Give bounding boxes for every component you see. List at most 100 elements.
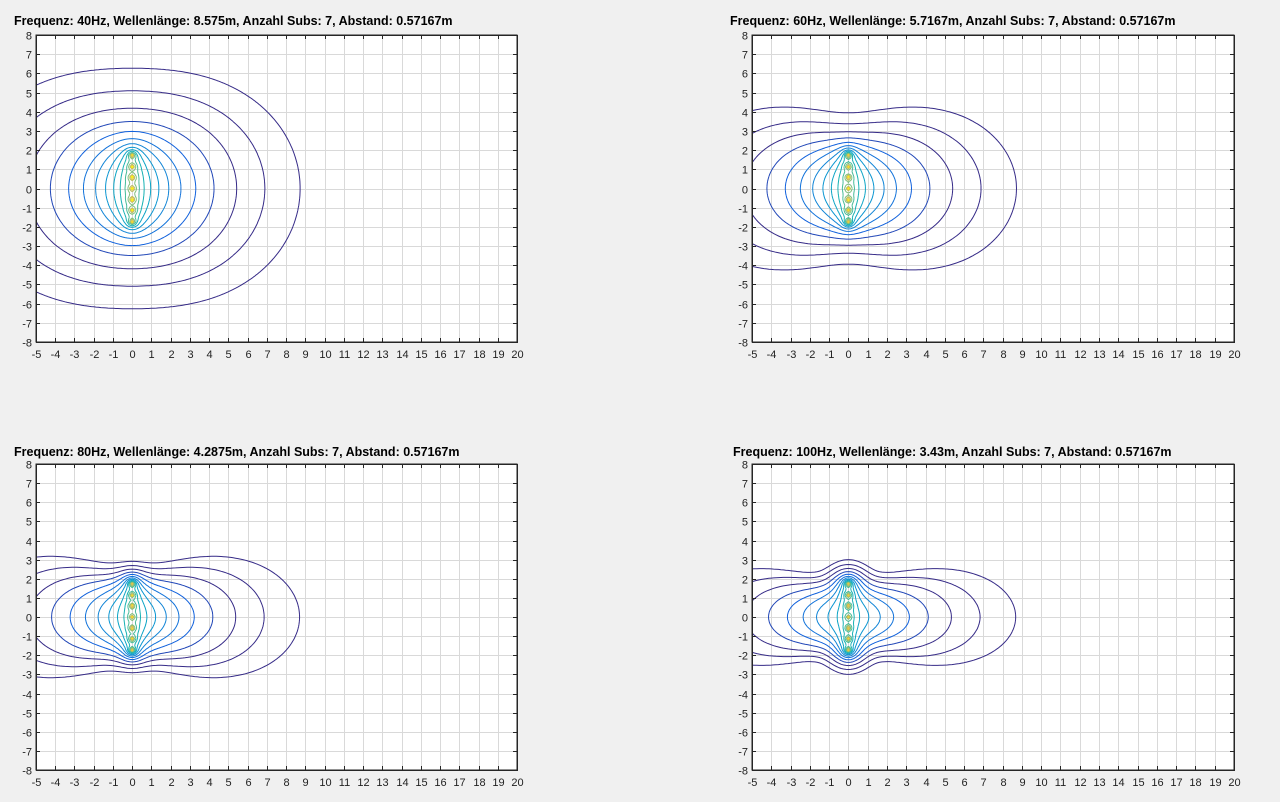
contour-line: [117, 579, 148, 655]
x-tick-label: 3: [903, 777, 909, 789]
x-tick-label: -1: [825, 777, 835, 789]
contour-line: [95, 143, 170, 234]
x-tick-label: 9: [1019, 349, 1025, 361]
x-tick-label: 14: [1112, 777, 1124, 789]
x-tick-label: 9: [302, 777, 308, 789]
contour-line: [812, 147, 885, 230]
contour-line: [830, 150, 866, 227]
contour-line: [799, 145, 897, 232]
y-tick-label: -2: [22, 223, 32, 235]
plot-title-100hz: Frequenz: 100Hz, Wellenlänge: 3.43m, Anz…: [733, 445, 1172, 459]
y-tick-label: -5: [22, 709, 32, 721]
x-tick-label: -2: [90, 777, 100, 789]
x-tick-label: 17: [1170, 349, 1182, 361]
contour-line: [84, 575, 180, 659]
y-tick-label: -8: [22, 766, 32, 778]
contour-line: [827, 578, 870, 656]
x-tick-label: 1: [148, 777, 154, 789]
x-tick-label: 17: [453, 777, 465, 789]
y-tick-label: 3: [742, 556, 748, 568]
contour-line: [768, 571, 929, 663]
y-tick-label: -5: [22, 280, 32, 292]
y-tick-label: -6: [22, 728, 32, 740]
contour-line: [51, 571, 214, 663]
subplot-60hz: -5 -4 -3 -2 -1 0 1 2 3 4 5 6 7 8 9 10 11 12 13 14 15 16 17 18 19…: [730, 14, 1241, 361]
y-tick-label: -8: [738, 338, 748, 350]
y-tick-label: -4: [22, 261, 32, 273]
x-tick-label: 13: [376, 777, 388, 789]
x-tick-label: 10: [319, 777, 331, 789]
x-tick-label: -1: [825, 349, 835, 361]
y-tick-label: -3: [22, 242, 32, 254]
y-tick-label: 5: [742, 89, 748, 101]
contour-line: [105, 146, 160, 231]
x-tick-label: 4: [923, 349, 929, 361]
contour-line: [97, 577, 167, 657]
x-tick-label: 14: [1112, 349, 1124, 361]
x-tick-label: 11: [339, 349, 350, 361]
x-tick-label: 3: [187, 349, 193, 361]
y-tick-label: -7: [22, 747, 32, 759]
x-tick-label: -4: [51, 349, 61, 361]
y-tick-label: 2: [742, 146, 748, 158]
y-tick-label: -6: [738, 300, 748, 312]
y-tick-label: -3: [22, 670, 32, 682]
y-tick-label: -1: [738, 204, 748, 216]
x-tick-label: 6: [245, 777, 251, 789]
contour-line: [69, 573, 195, 661]
contour-line: [752, 567, 952, 667]
x-tick-label: 5: [942, 777, 948, 789]
contour-line: [752, 106, 1017, 271]
x-tick-label: 10: [319, 349, 331, 361]
x-tick-label: 7: [264, 349, 270, 361]
y-tick-label: 3: [26, 556, 32, 568]
axes-0: [35, 34, 518, 343]
contour-line: [841, 152, 855, 225]
plot-title-60hz: Frequenz: 60Hz, Wellenlänge: 5.7167m, An…: [730, 14, 1176, 28]
x-tick-label: 7: [264, 777, 270, 789]
x-tick-label: 4: [923, 777, 929, 789]
contour-line: [752, 559, 1017, 675]
y-tick-label: -8: [738, 766, 748, 778]
y-tick-label: 7: [742, 50, 748, 62]
x-tick-label: 12: [357, 777, 369, 789]
y-tick-label: 0: [742, 185, 748, 197]
x-tick-label: -2: [806, 777, 816, 789]
contour-line: [131, 583, 133, 651]
x-tick-label: 11: [1055, 777, 1066, 789]
axes-1: [751, 34, 1235, 343]
x-tick-label: 13: [1093, 777, 1105, 789]
y-tick-label: 3: [742, 127, 748, 139]
x-tick-label: 1: [865, 349, 871, 361]
x-tick-label: 8: [1000, 777, 1006, 789]
y-tick-label: 5: [742, 517, 748, 529]
y-tick-label: -8: [22, 338, 32, 350]
contour-line: [108, 578, 157, 656]
y-tick-label: 1: [26, 165, 32, 177]
y-tick-label: 4: [26, 537, 32, 549]
y-tick-label: 1: [742, 594, 748, 606]
y-tick-label: 8: [26, 460, 32, 472]
x-tick-label: 2: [884, 349, 890, 361]
y-tick-label: 8: [26, 31, 32, 43]
subplot-80hz: -5 -4 -3 -2 -1 0 1 2 3 4 5 6 7 8 9 10 11 12 13 14 15 16 17 18 19…: [14, 445, 524, 789]
contour-lines: [752, 106, 1017, 271]
x-tick-label: 19: [1209, 777, 1221, 789]
contour-line: [36, 555, 301, 679]
contour-line: [816, 577, 881, 657]
contour-line: [837, 151, 860, 226]
subplot-100hz: -5 -4 -3 -2 -1 0 1 2 3 4 5 6 7 8 9 10 11 12 13 14 15 16 17 18 19…: [733, 445, 1241, 789]
x-tick-label: 15: [415, 349, 427, 361]
x-tick-label: 12: [357, 349, 369, 361]
y-tick-label: -2: [22, 651, 32, 663]
x-tick-label: 18: [473, 349, 485, 361]
x-tick-label: -4: [51, 777, 61, 789]
x-tick-label: -2: [90, 349, 100, 361]
x-tick-label: 16: [434, 777, 446, 789]
plot-title-80hz: Frequenz: 80Hz, Wellenlänge: 4.2875m, An…: [14, 445, 460, 459]
contour-line: [36, 90, 266, 287]
x-tick-label: 16: [1151, 349, 1163, 361]
y-tick-label: 0: [26, 613, 32, 625]
x-tick-label: -1: [109, 777, 119, 789]
x-tick-label: 15: [1132, 777, 1144, 789]
